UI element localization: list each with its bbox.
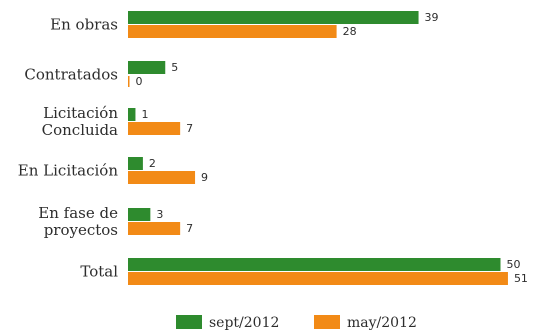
legend-swatch-may — [314, 315, 340, 329]
category-label-0-0: En obras — [50, 16, 118, 34]
value-label-may-5: 51 — [514, 272, 528, 285]
bar-sept-4 — [128, 208, 151, 221]
category-label-1-0: Contratados — [24, 66, 118, 84]
legend-label-sept: sept/2012 — [209, 315, 279, 331]
category-label-3-0: En Licitación — [18, 162, 119, 180]
category-label-2-1: Concluida — [42, 121, 118, 139]
bar-may-3 — [128, 171, 196, 184]
bar-may-5 — [128, 272, 508, 285]
bar-may-1 — [128, 76, 130, 87]
bar-may-2 — [128, 122, 181, 135]
bar-may-4 — [128, 222, 181, 235]
category-label-2-0: Licitación — [43, 104, 118, 122]
bar-sept-5 — [128, 258, 501, 271]
value-label-may-4: 7 — [186, 222, 193, 235]
value-label-may-1: 0 — [136, 75, 143, 88]
value-label-may-3: 9 — [201, 171, 208, 184]
value-label-sept-5: 50 — [507, 258, 521, 271]
category-label-4-0: En fase de — [38, 204, 118, 222]
bar-sept-0 — [128, 11, 419, 24]
bar-may-0 — [128, 25, 337, 38]
bar-sept-2 — [128, 108, 136, 121]
value-label-sept-2: 1 — [141, 108, 148, 121]
value-label-sept-0: 39 — [425, 11, 439, 24]
value-label-sept-4: 3 — [156, 208, 163, 221]
category-label-5-0: Total — [80, 263, 118, 281]
value-label-may-2: 7 — [186, 122, 193, 135]
bar-sept-3 — [128, 157, 143, 170]
value-label-may-0: 28 — [343, 25, 357, 38]
bar-sept-1 — [128, 61, 166, 74]
legend-swatch-sept — [176, 315, 202, 329]
legend: sept/2012 may/2012 — [176, 315, 417, 331]
bars-group — [128, 11, 508, 285]
value-label-sept-3: 2 — [149, 157, 156, 170]
value-label-sept-1: 5 — [171, 61, 178, 74]
category-label-4-1: proyectos — [44, 221, 118, 239]
legend-label-may: may/2012 — [347, 315, 417, 331]
